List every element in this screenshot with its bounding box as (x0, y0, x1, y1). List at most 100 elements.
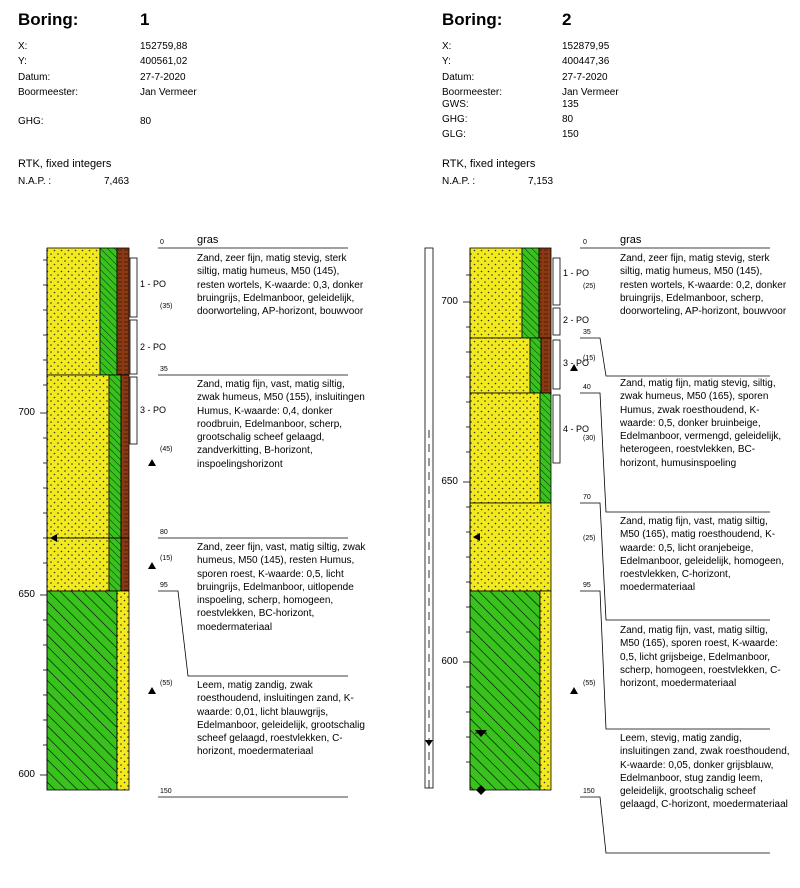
b1-layer-3-humus (120, 537, 130, 592)
boring-2-column (424, 247, 770, 854)
b2-boormeester-value: Jan Vermeer (562, 87, 619, 98)
b1-sample-depth-3: (15) (160, 555, 173, 562)
b2-sample-depth-5: (55) (583, 680, 596, 687)
b2-ghg-marker (473, 533, 480, 541)
b1-layer-desc-3: Zand, zeer fijn, vast, matig siltig, zwa… (197, 542, 366, 633)
b2-ytick-600: 600 (441, 656, 458, 667)
b1-sample-box-3 (129, 376, 138, 445)
boring-1-column (40, 247, 348, 798)
b1-layer-desc-4: Leem, matig zandig, zwak roesthoudend, i… (197, 680, 365, 758)
b2-sample-box-3 (552, 339, 561, 390)
b2-sample-4: 4 - PO (563, 424, 590, 434)
b2-depth-40: 40 (583, 384, 591, 391)
b2-boring-number: 2 (562, 10, 572, 29)
b1-layer-2-humus (120, 374, 130, 539)
b2-gws-marker (475, 730, 487, 737)
b2-layer-desc-5: Leem, stevig, matig zandig, insluitingen… (620, 733, 790, 811)
b1-boring-number: 1 (140, 10, 150, 29)
b2-sample-1: 1 - PO (563, 268, 590, 278)
b2-layer-desc-1: Zand, zeer fijn, matig stevig, sterk sil… (620, 253, 787, 318)
b1-layer-3-silt (108, 537, 122, 592)
b1-layer-3-sand (46, 537, 110, 592)
b1-ghg-label: GHG: (18, 116, 44, 127)
b1-sample-depth-2: (45) (160, 446, 173, 453)
b1-groundwater-marker (50, 534, 57, 542)
b2-layer-2-silt (529, 337, 542, 394)
b2-depth-0: 0 (583, 239, 587, 246)
b1-layer-gras: gras (197, 234, 219, 246)
b2-depth-95: 95 (583, 582, 591, 589)
b1-triangle-3 (148, 687, 156, 694)
b1-rtk: RTK, fixed integers (18, 158, 112, 170)
b2-y-label: Y: (442, 56, 451, 67)
b2-rtk: RTK, fixed integers (442, 158, 536, 170)
b2-gws-value: 135 (562, 99, 579, 110)
b2-sample-depth-2: (15) (583, 355, 596, 362)
b2-layer-desc-2: Zand, matig fijn, matig stevig, siltig, … (620, 378, 782, 469)
b2-glg-label: GLG: (442, 129, 466, 140)
b1-sample-2: 2 - PO (140, 342, 167, 352)
b1-x-value: 152759,88 (140, 41, 188, 52)
b2-gws-label: GWS: (442, 99, 469, 110)
b2-sample-3: 3 - PO (563, 358, 590, 368)
b2-layer-gras: gras (620, 234, 642, 246)
b2-sample-2: 2 - PO (563, 315, 590, 325)
b1-triangle-1 (148, 459, 156, 466)
b1-nap-label: N.A.P. : (18, 176, 52, 187)
b1-y-value: 400561,02 (140, 56, 188, 67)
b2-depth-150: 150 (583, 788, 595, 795)
b2-datum-label: Datum: (442, 72, 475, 83)
b2-sample-box-1 (552, 257, 561, 306)
b1-ytick-600: 600 (18, 769, 35, 780)
b1-depth-80: 80 (160, 529, 168, 536)
b1-layer-1-silt (99, 247, 118, 376)
b1-layer-4-sand (116, 590, 130, 791)
b1-datum-label: Datum: (18, 72, 51, 83)
b2-depth-70: 70 (583, 494, 591, 501)
b1-ytick-650: 650 (18, 589, 35, 600)
b2-layer-2-humus (540, 337, 552, 394)
b1-layer-1-sand (46, 247, 101, 376)
b1-datum-value: 27-7-2020 (140, 72, 186, 83)
b2-datum-value: 27-7-2020 (562, 72, 608, 83)
b2-sample-box-4 (552, 394, 561, 464)
b2-sample-box-2 (552, 307, 561, 336)
b2-ytick-650: 650 (441, 476, 458, 487)
b2-sample-depth-4: (25) (583, 535, 596, 542)
b2-glg-marker (476, 785, 486, 795)
b2-ghg-label: GHG: (442, 114, 468, 125)
b2-sample-depth-1: (25) (583, 283, 596, 290)
b2-ytick-700: 700 (441, 296, 458, 307)
b1-layer-2-sand (46, 374, 110, 539)
b2-layer-5-loam (469, 590, 541, 791)
b2-layer-3-sand (469, 392, 541, 504)
b2-triangle-2 (570, 687, 578, 694)
b2-layer-5-sand (539, 590, 552, 791)
b2-layer-4-sand (469, 502, 552, 592)
b1-sample-1: 1 - PO (140, 279, 167, 289)
b2-nap-value: 7,153 (528, 176, 554, 187)
b1-layer-desc-1: Zand, zeer fijn, matig stevig, sterk sil… (197, 253, 364, 318)
b2-depth-35: 35 (583, 329, 591, 336)
b1-ytick-700: 700 (18, 407, 35, 418)
b1-boormeester-label: Boormeester: (18, 87, 79, 98)
b1-depth-95: 95 (160, 582, 168, 589)
b1-sample-3: 3 - PO (140, 405, 167, 415)
b1-layer-4-loam (46, 590, 118, 791)
b1-depth-35: 35 (160, 366, 168, 373)
b2-layer-3-silt (539, 392, 552, 504)
b1-boring-label: Boring: (18, 10, 79, 29)
b2-ghg-value: 80 (562, 114, 574, 125)
b2-sample-depth-3: (30) (583, 435, 596, 442)
b1-y-label: Y: (18, 56, 27, 67)
b2-y-value: 400447,36 (562, 56, 610, 67)
b2-layer-desc-3: Zand, matig fijn, vast, matig siltig, M5… (620, 516, 784, 594)
b1-layer-1-humus (116, 247, 130, 376)
b1-sample-depth-4: (55) (160, 680, 173, 687)
b1-sample-box-2 (129, 319, 138, 375)
b1-boormeester-value: Jan Vermeer (140, 87, 197, 98)
b2-x-value: 152879,95 (562, 41, 610, 52)
b1-triangle-2 (148, 562, 156, 569)
b2-triangle-1 (570, 364, 578, 371)
